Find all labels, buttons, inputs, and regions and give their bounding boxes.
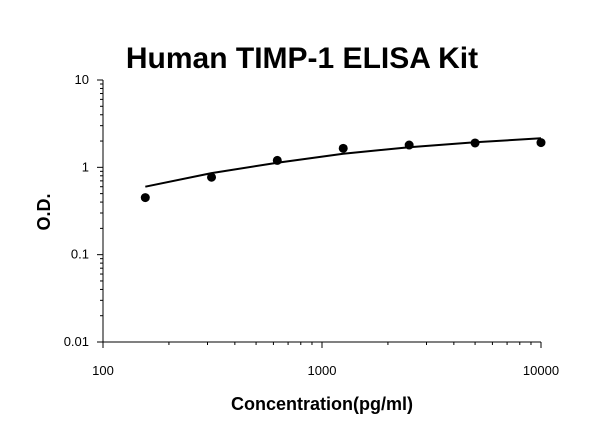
data-point (404, 140, 414, 150)
data-points (140, 138, 546, 203)
x-tick-label: 1000 (308, 363, 337, 378)
y-tick-label: 0.1 (71, 247, 89, 262)
x-axis-label: Concentration(pg/ml) (231, 394, 413, 414)
x-tick-label: 10000 (523, 363, 559, 378)
data-point (272, 155, 282, 165)
x-tick-label: 100 (92, 363, 114, 378)
data-point (207, 172, 217, 182)
y-tick-label: 0.01 (64, 334, 89, 349)
x-axis-ticks: 100 1000 10000 (92, 342, 559, 378)
data-point (536, 138, 546, 148)
data-point (140, 193, 150, 203)
y-tick-label: 10 (75, 72, 89, 87)
chart-title: Human TIMP-1 ELISA Kit (126, 42, 478, 75)
data-point (338, 143, 348, 153)
x-axis: 100 1000 10000 (92, 341, 559, 378)
y-axis-ticks: 10 1 0.1 0.01 (64, 72, 103, 349)
y-axis: 10 1 0.1 0.01 (64, 72, 104, 349)
data-point (470, 138, 480, 148)
y-axis-label: O.D. (34, 193, 54, 230)
y-tick-label: 1 (82, 159, 89, 174)
